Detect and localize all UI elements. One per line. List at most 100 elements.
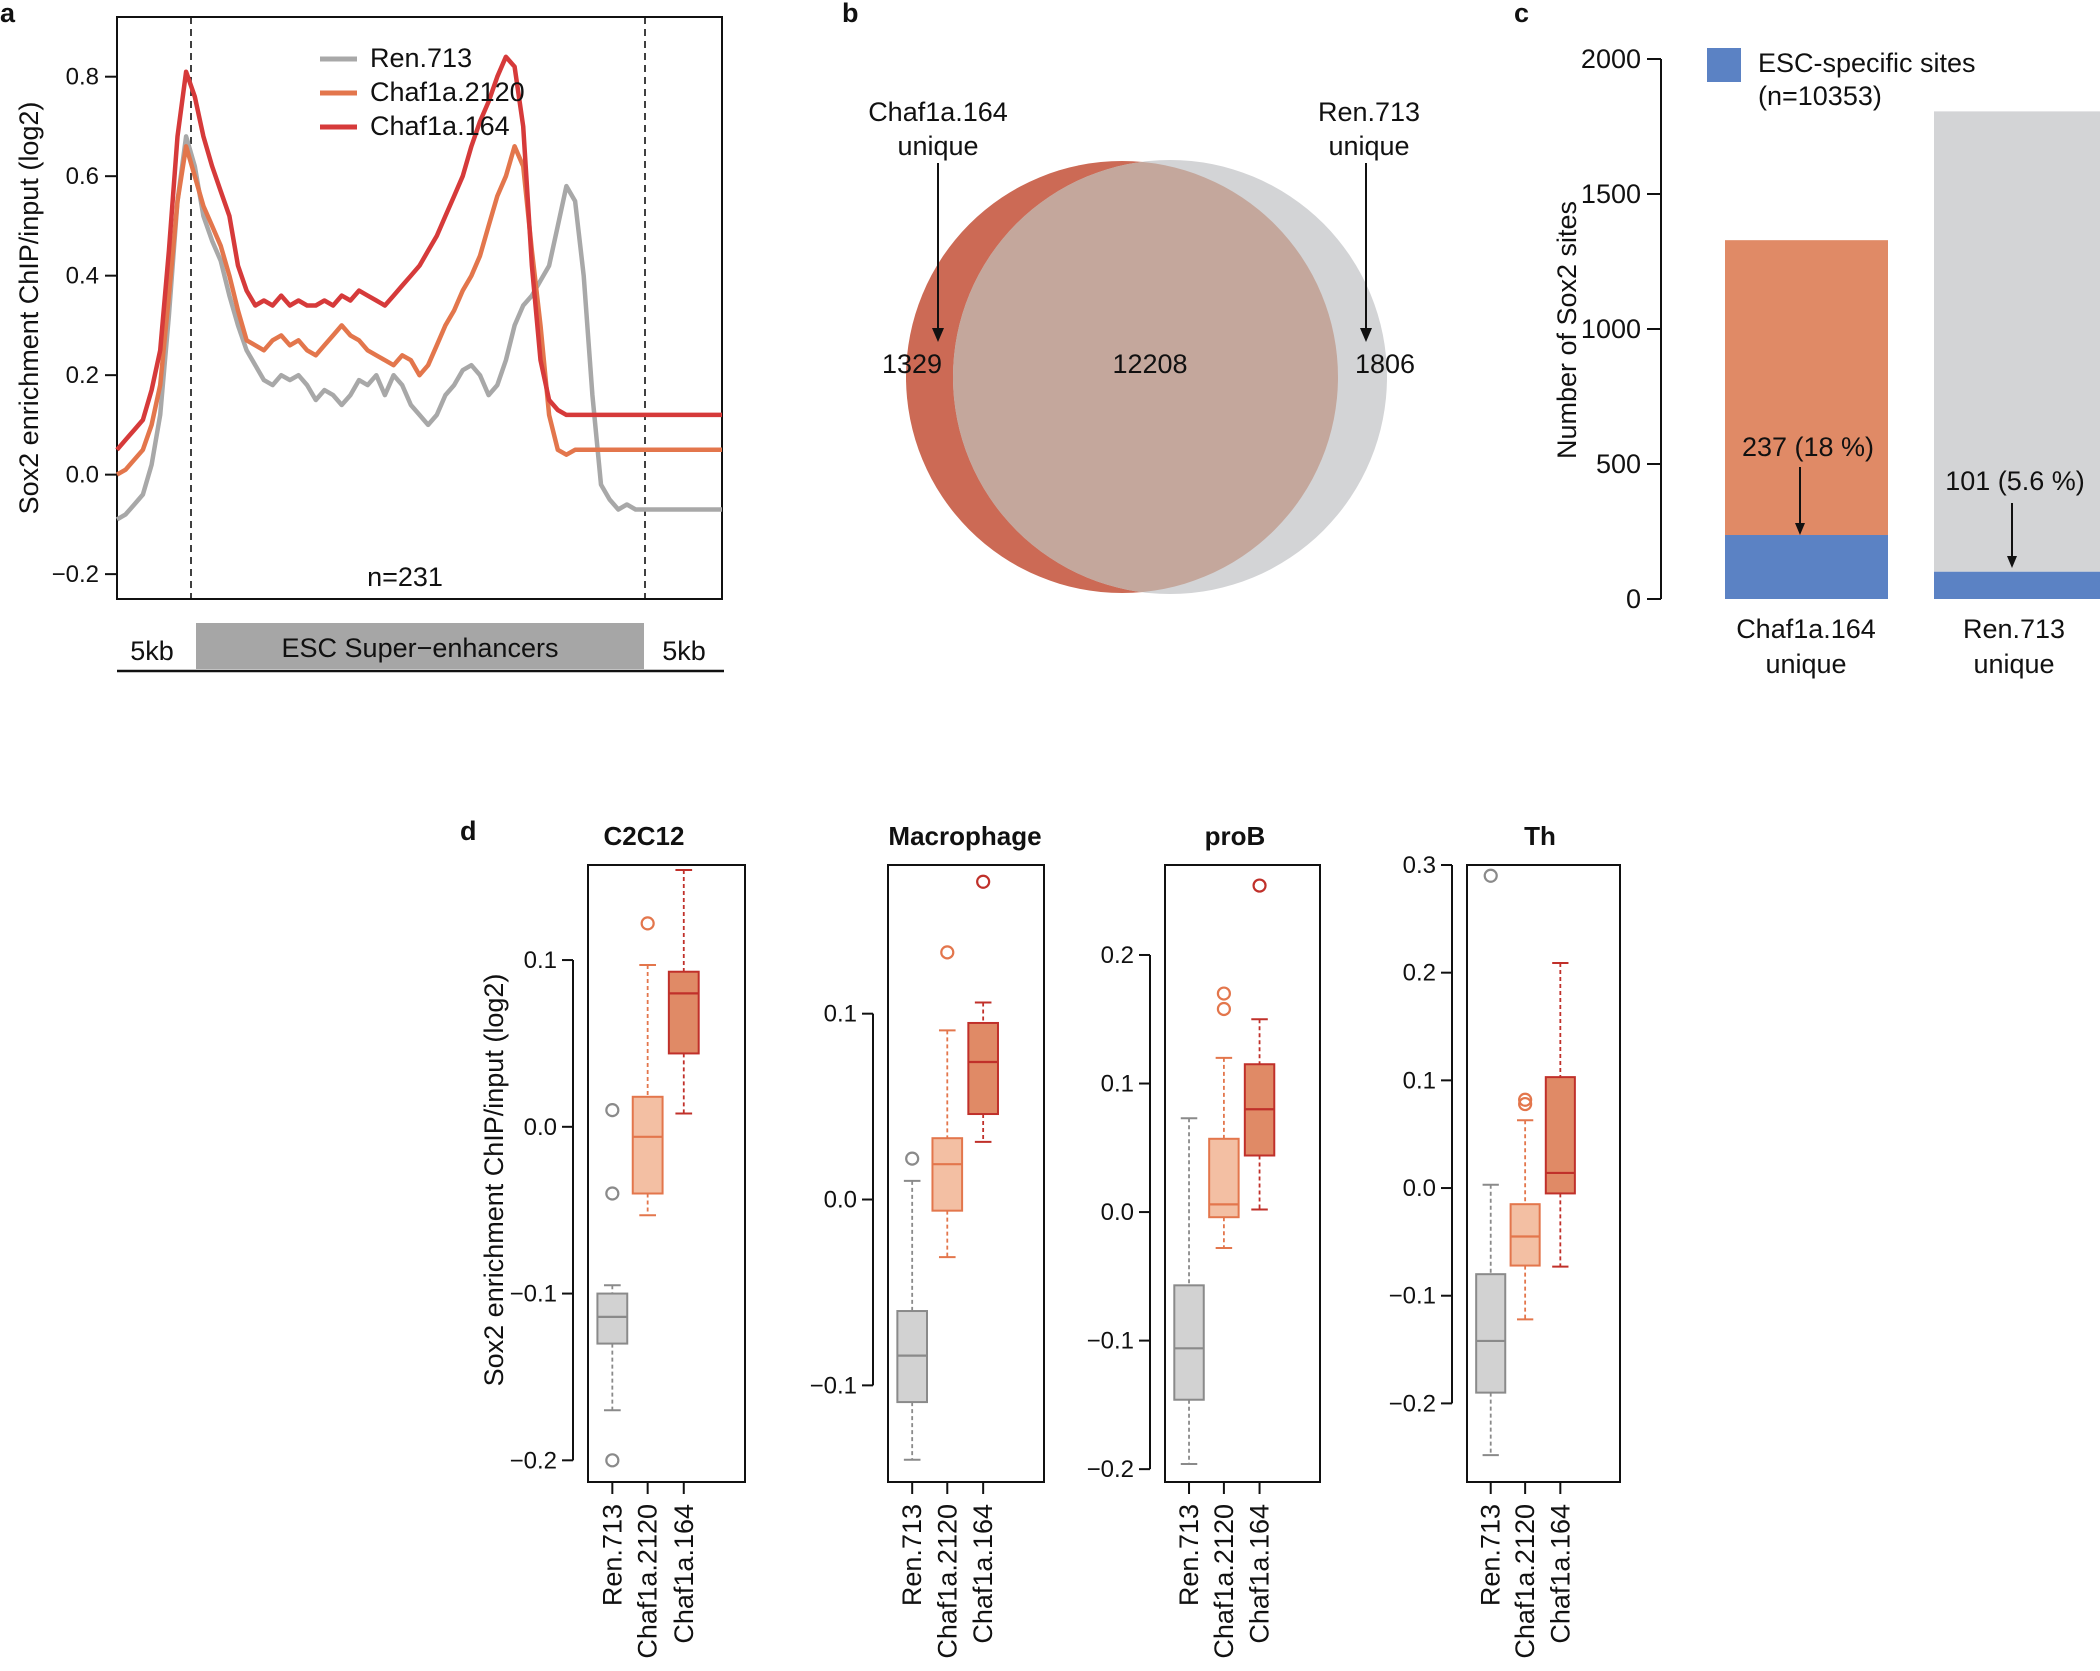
- boxplot-frame: [1164, 864, 1321, 1483]
- box-ren-713: [1475, 868, 1507, 1457]
- outlier-point: [1252, 878, 1267, 893]
- boxplot-ytick-label: 0.2: [1101, 942, 1134, 969]
- panel-c-ytick-label: 2000: [1581, 44, 1641, 74]
- panel-a-ytick-label: 0.0: [66, 462, 99, 489]
- outlier-point: [605, 1103, 620, 1118]
- boxplot-ytick-label: 0.2: [1403, 960, 1436, 987]
- boxplot-ytick-label: −0.2: [1389, 1390, 1436, 1417]
- boxplot-ytick-label: 0.0: [1101, 1199, 1134, 1226]
- panel-b-label: b: [842, 0, 859, 28]
- panel-a-y-axis-label: Sox2 enrichment ChIP/input (log2): [14, 102, 44, 515]
- panel-a: a −0.2 0.0 0.2 0.4 0.6 0.8 Sox2 enrichment Ch…: [0, 0, 724, 673]
- box-chaf1a-2120: [1208, 986, 1240, 1250]
- venn-overlap-count: 12208: [1112, 349, 1187, 379]
- panel-a-ytick-label: 0.2: [66, 362, 99, 389]
- panel-a-lines: [115, 54, 722, 522]
- panel-a-legend: Ren.713 Chaf1a.2120 Chaf1a.164: [320, 43, 525, 141]
- venn-right-arrow-head: [1360, 328, 1372, 342]
- boxplot-frame: [1466, 864, 1621, 1483]
- legend-label-chaf1a-2120: Chaf1a.2120: [370, 77, 525, 107]
- box-iqr: [596, 1292, 629, 1345]
- bar-annotation-arrowhead-ren-713: [2007, 556, 2017, 568]
- legend-label-chaf1a-164: Chaf1a.164: [370, 111, 510, 141]
- box-iqr: [1173, 1284, 1205, 1401]
- bar-annotation-chaf1a-164: 237 (18 %): [1742, 432, 1874, 462]
- boxplot-xtick-label-chaf1a-2120: Chaf1a.2120: [1209, 1504, 1239, 1659]
- boxplot-ytick-label: 0.1: [1101, 1071, 1134, 1098]
- boxplot-title-prob: proB: [1205, 821, 1266, 851]
- box-chaf1a-2120: [931, 945, 964, 1259]
- venn-right-count: 1806: [1355, 349, 1415, 379]
- panel-d: d Sox2 enrichment ChIP/input (log2) C2C1…: [460, 816, 1621, 1659]
- category-label-ren-713-line1: Ren.713: [1963, 614, 2065, 644]
- boxplot-xtick-label-chaf1a-2120: Chaf1a.2120: [932, 1504, 962, 1659]
- series-line-ren-713: [115, 134, 722, 522]
- bar-other-ren-713-unique: [1934, 111, 2100, 572]
- venn-left-count: 1329: [882, 349, 942, 379]
- boxplot-xtick-label-chaf1a-2120: Chaf1a.2120: [1510, 1504, 1540, 1659]
- boxplot-ytick-label: −0.1: [810, 1372, 857, 1399]
- box-iqr: [1544, 1076, 1576, 1195]
- panel-c-ytick-label: 0: [1626, 584, 1641, 614]
- panel-c-y-axis: 0 500 1000 1500 2000: [1581, 44, 1662, 614]
- panel-a-ytick-label: −0.2: [52, 561, 99, 588]
- boxplot-ytick-label: −0.1: [1087, 1328, 1134, 1355]
- boxplot-ytick-label: 0.0: [524, 1114, 557, 1141]
- legend-esc-specific-text-line2: (n=10353): [1758, 81, 1882, 111]
- panel-c-y-axis-label: Number of Sox2 sites: [1552, 201, 1582, 459]
- bar-annotation-ren-713: 101 (5.6 %): [1945, 466, 2085, 496]
- boxplot-xtick-label-ren-713: Ren.713: [1476, 1504, 1506, 1606]
- series-line-chaf1a-164: [115, 54, 722, 452]
- box-iqr: [631, 1095, 664, 1195]
- box-iqr: [1509, 1203, 1541, 1267]
- boxplot-xtick-label-chaf1a-164: Chaf1a.164: [968, 1504, 998, 1644]
- box-chaf1a-164: [1243, 878, 1276, 1211]
- outlier-point: [640, 916, 655, 931]
- boxplot-ytick-label: 0.1: [524, 947, 557, 974]
- series-line-chaf1a-2120: [115, 144, 722, 477]
- boxplot-ytick-label: 0.0: [1403, 1175, 1436, 1202]
- panel-b: b Chaf1a.164 unique Ren.713 unique 1329 …: [842, 0, 1420, 594]
- panel-d-y-axis-label: Sox2 enrichment ChIP/input (log2): [479, 974, 509, 1387]
- boxplot-prob: proB −0.2 −0.1 0.0 0.1 0.2 Ren.713 Chaf1a.2120 C…: [1087, 821, 1321, 1659]
- venn-left-title-line2: unique: [897, 131, 978, 161]
- bar-other-chaf1a-164-unique: [1725, 240, 1888, 536]
- legend-esc-specific-swatch: [1707, 48, 1741, 82]
- boxplot-xtick-label-chaf1a-164: Chaf1a.164: [669, 1504, 699, 1644]
- legend-label-ren-713: Ren.713: [370, 43, 472, 73]
- category-label-ren-713-line2: unique: [1973, 649, 2054, 679]
- esc-super-enhancer-region-bar: [196, 623, 644, 669]
- box-iqr: [967, 1021, 999, 1116]
- box-iqr: [931, 1137, 964, 1212]
- boxplot-ytick-label: 0.1: [1403, 1067, 1436, 1094]
- left-flank-label: 5kb: [130, 636, 174, 666]
- boxplot-xtick-label-ren-713: Ren.713: [597, 1504, 627, 1606]
- panel-a-plot-frame: [116, 16, 723, 600]
- venn-left-title-line1: Chaf1a.164: [868, 97, 1008, 127]
- panel-c-ytick-label: 1000: [1581, 314, 1641, 344]
- boxplot-ytick-label: 0.0: [824, 1187, 857, 1214]
- venn-right-title-line1: Ren.713: [1318, 97, 1420, 127]
- panel-a-label: a: [0, 0, 16, 28]
- venn-right-title-line2: unique: [1328, 131, 1409, 161]
- box-iqr: [667, 970, 700, 1055]
- region-label: ESC Super−enhancers: [282, 633, 559, 663]
- box-iqr: [1475, 1273, 1507, 1394]
- outlier-point: [1483, 868, 1498, 883]
- panel-a-ytick-label: 0.4: [66, 263, 99, 290]
- outlier-point: [905, 1151, 920, 1166]
- panel-a-ytick-label: 0.6: [66, 163, 99, 190]
- panel-c-label: c: [1514, 0, 1529, 28]
- panel-d-label: d: [460, 816, 477, 846]
- outlier-point: [1216, 1001, 1232, 1017]
- boxplot-th: Th −0.2 −0.1 0.0 0.1 0.2 0.3 Ren.713 Chaf1a.2120…: [1389, 821, 1621, 1659]
- boxplot-ytick-label: 0.1: [824, 1001, 857, 1028]
- box-chaf1a-164: [967, 874, 999, 1143]
- outlier-point: [1216, 986, 1232, 1001]
- boxplot-ytick-label: −0.1: [510, 1281, 557, 1308]
- box-chaf1a-2120: [1509, 1092, 1541, 1321]
- boxplot-ytick-label: −0.2: [510, 1447, 557, 1474]
- outlier-point: [940, 945, 955, 960]
- boxplot-frame: [587, 864, 746, 1483]
